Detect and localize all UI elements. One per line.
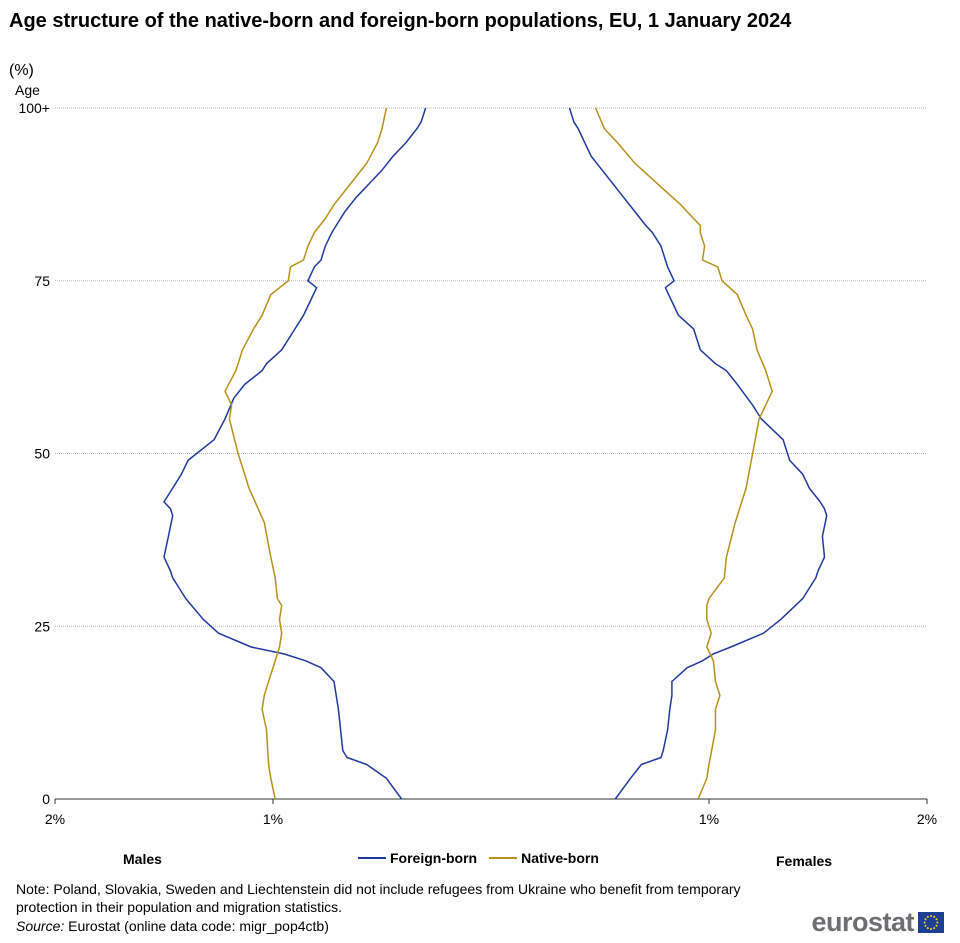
x-tick-label-2: 1% bbox=[699, 811, 719, 827]
unit-label: (%) bbox=[9, 62, 34, 79]
legend-swatch-foreign-born bbox=[358, 857, 386, 859]
legend-item-native-born: Native-born bbox=[489, 850, 599, 866]
legend: Foreign-born Native-born bbox=[358, 850, 611, 866]
males-label: Males bbox=[123, 851, 162, 867]
source-text: Source: Eurostat (online data code: migr… bbox=[16, 918, 329, 934]
eu-flag-icon bbox=[918, 912, 944, 933]
y-tick-label-100+: 100+ bbox=[18, 100, 50, 116]
eurostat-logo: eurostat bbox=[811, 907, 944, 938]
legend-label-native-born: Native-born bbox=[521, 850, 599, 866]
series-line-foreign-born-females bbox=[568, 107, 828, 800]
y-axis-label: Age bbox=[15, 82, 40, 98]
y-tick-label-25: 25 bbox=[34, 618, 50, 634]
females-label: Females bbox=[776, 853, 833, 869]
x-tick-label-3: 2% bbox=[917, 811, 937, 827]
note-text: Note: Poland, Slovakia, Sweden and Liech… bbox=[16, 881, 741, 915]
y-tick-label-75: 75 bbox=[34, 273, 50, 289]
y-tick-label-0: 0 bbox=[42, 791, 50, 807]
series-line-native-born-females bbox=[594, 107, 773, 800]
series-line-foreign-born-males bbox=[163, 107, 427, 800]
x-tick-label-1: 1% bbox=[263, 811, 283, 827]
legend-item-foreign-born: Foreign-born bbox=[358, 850, 477, 866]
y-tick-label-50: 50 bbox=[34, 446, 50, 462]
logo-text: eurostat bbox=[811, 907, 914, 937]
x-tick-label-0: 2% bbox=[45, 811, 65, 827]
series-line-native-born-males bbox=[224, 107, 388, 800]
source-label: Source: bbox=[16, 918, 65, 934]
source-value: Eurostat (online data code: migr_pop4ctb… bbox=[68, 918, 329, 934]
legend-label-foreign-born: Foreign-born bbox=[390, 850, 478, 866]
chart-title: Age structure of the native-born and for… bbox=[9, 10, 792, 32]
legend-swatch-native-born bbox=[489, 857, 518, 859]
